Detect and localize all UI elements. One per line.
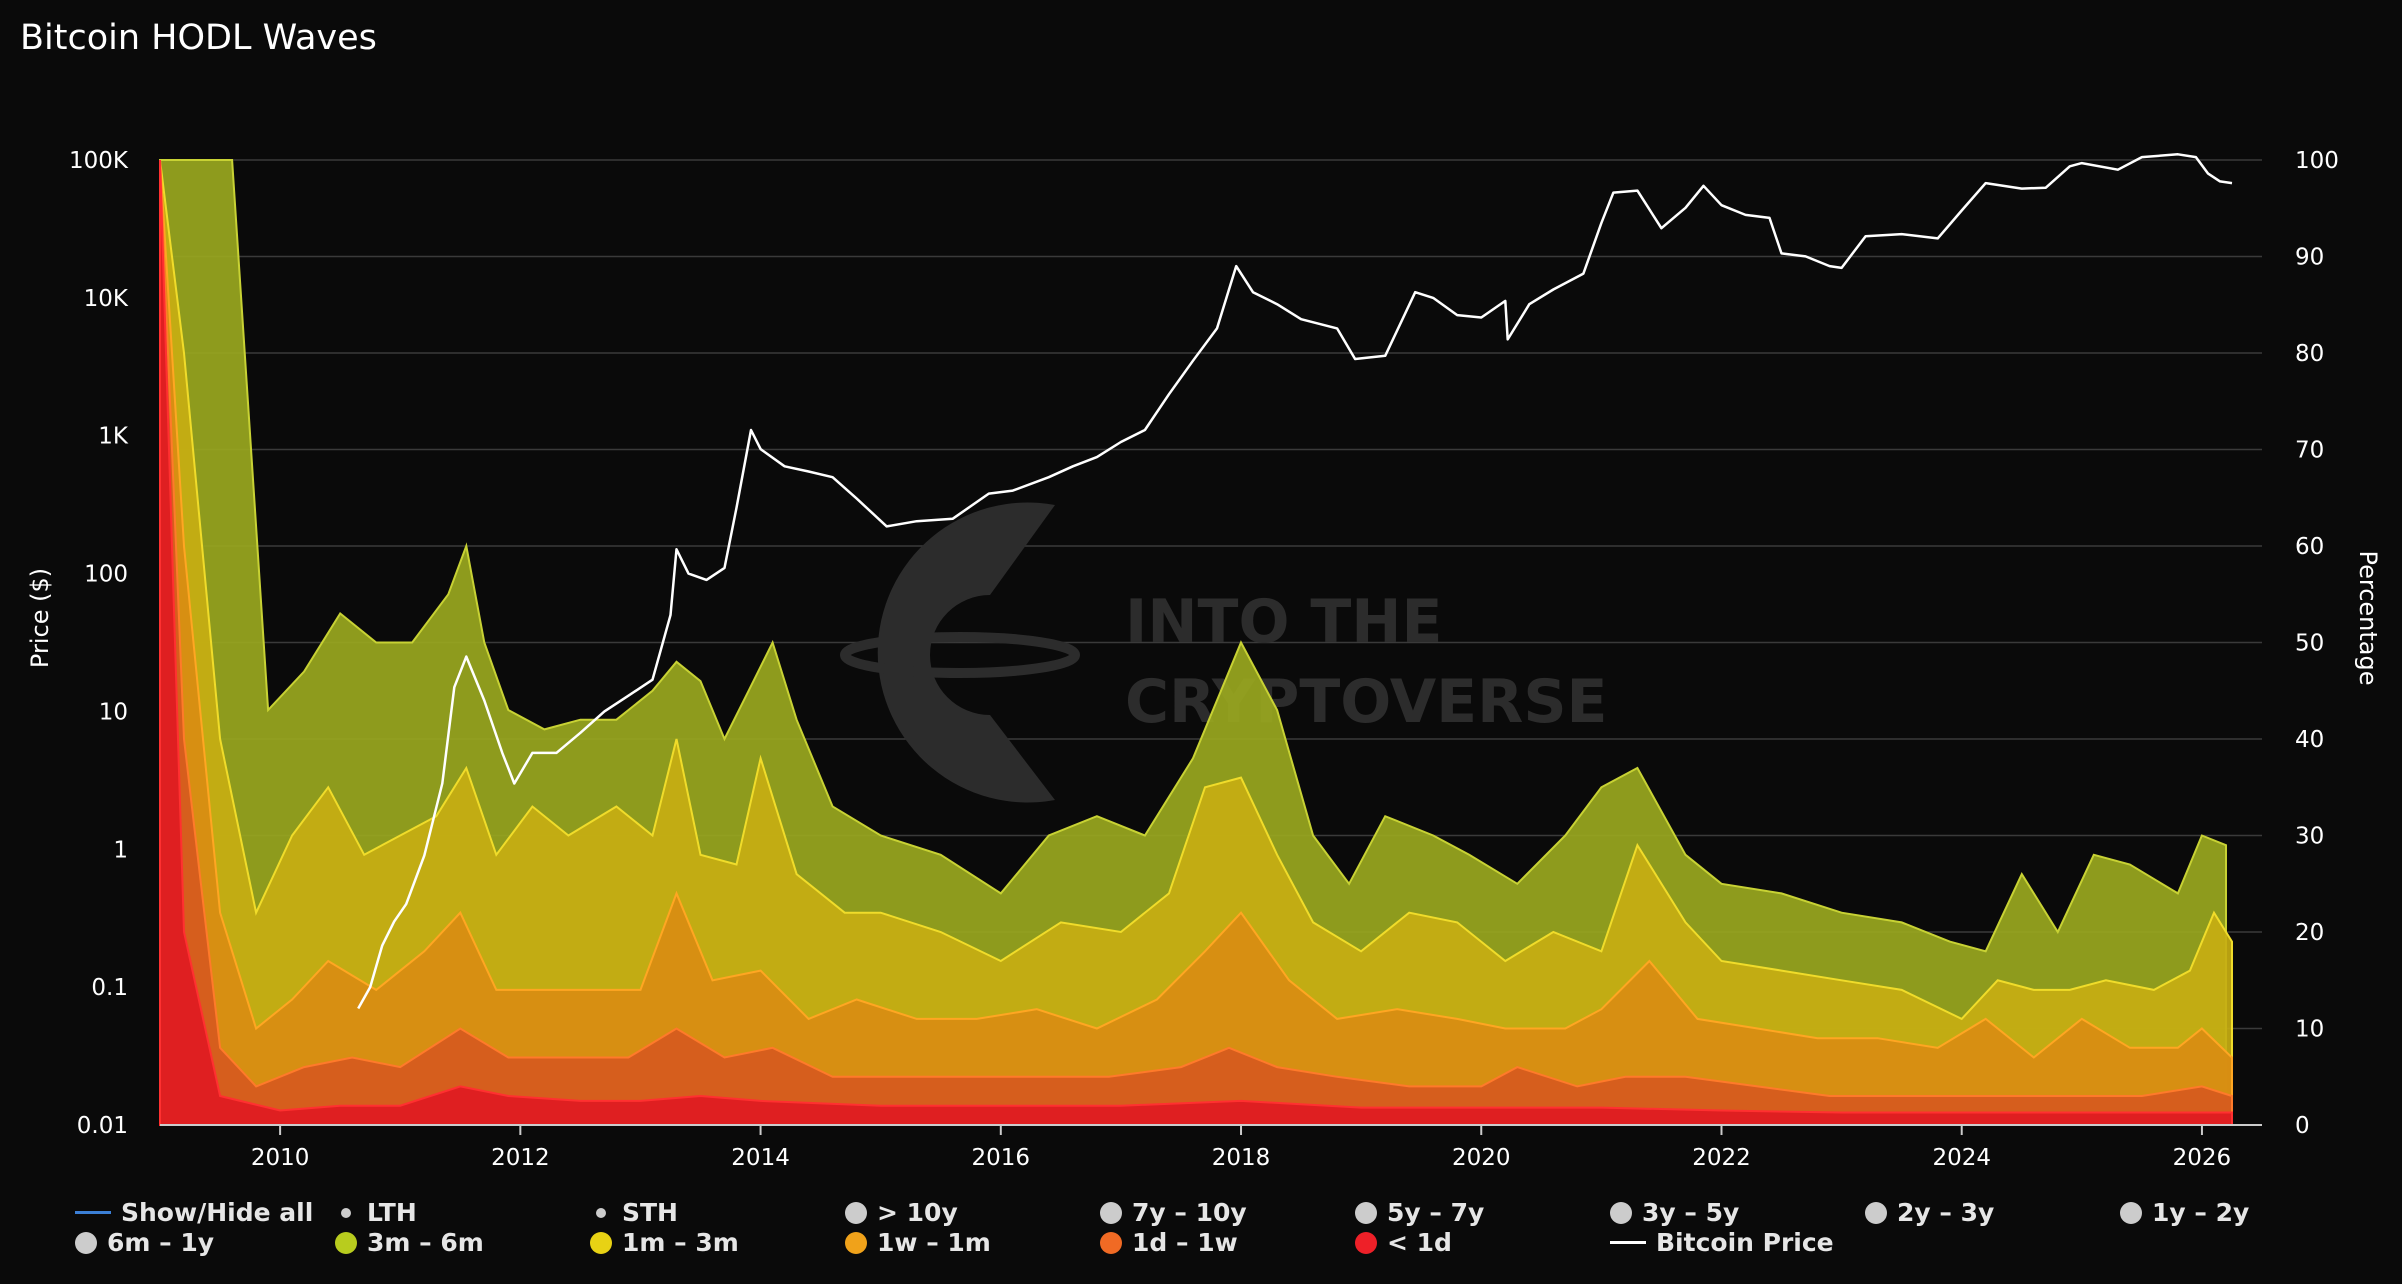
x-tick-label: 2016 (972, 1145, 1031, 1171)
watermark: INTO THE CRYPTOVERSE (840, 502, 1608, 803)
axes: 2010 2012 2014 2016 2018 2020 2022 2024 20260.01… (69, 148, 2339, 1171)
left-axis-title: Price ($) (26, 568, 54, 668)
legend-item-sth[interactable]: STH (590, 1198, 678, 1227)
x-tick-label: 2010 (251, 1145, 310, 1171)
legend-label: < 1d (1387, 1228, 1452, 1257)
x-tick-label: 2024 (1932, 1145, 1991, 1171)
legend-item-1d[interactable]: < 1d (1355, 1228, 1452, 1257)
price-series (357, 153, 2233, 1010)
right-tick-label: 80 (2295, 341, 2324, 367)
x-tick-label: 2014 (731, 1145, 790, 1171)
right-tick-label: 100 (2295, 148, 2339, 174)
legend-item-3y-5y[interactable]: 3y – 5y (1610, 1198, 1739, 1227)
bands (159, 159, 2233, 1126)
legend-label: LTH (367, 1198, 417, 1227)
right-tick-label: 50 (2295, 631, 2324, 657)
chart-title: Bitcoin HODL Waves (20, 18, 377, 58)
legend-label: Show/Hide all (121, 1198, 314, 1227)
legend-label: 1d – 1w (1132, 1228, 1238, 1257)
x-tick-label: 2026 (2173, 1145, 2232, 1171)
legend-dot-icon (1355, 1201, 1377, 1224)
legend-item-7y-10y[interactable]: 7y – 10y (1100, 1198, 1247, 1227)
legend-label: 3m – 6m (367, 1228, 484, 1257)
legend-dot-icon (1100, 1201, 1122, 1224)
legend-item-6m-1y[interactable]: 6m – 1y (75, 1228, 214, 1257)
right-axis-title: Percentage (2354, 550, 2382, 685)
legend-dot-icon (845, 1231, 867, 1254)
legend-label: 5y – 7y (1387, 1198, 1485, 1227)
legend-item-5y-7y[interactable]: 5y – 7y (1355, 1198, 1484, 1227)
legend-dot-icon (1865, 1201, 1887, 1224)
legend-label: 6m – 1y (107, 1228, 215, 1257)
legend-item-2y-3y[interactable]: 2y – 3y (1865, 1198, 1994, 1227)
chart-svg: INTO THE CRYPTOVERSE 2010 2012 2014 2016 201… (26, 148, 2382, 1171)
legend-label: 1y – 2y (2152, 1198, 2250, 1227)
legend-dot-icon (2120, 1201, 2142, 1224)
legend-label: 3y – 5y (1642, 1198, 1740, 1227)
legend-line-icon (1610, 1241, 1646, 1244)
legend-label: 1w – 1m (877, 1228, 991, 1257)
band-1w-1m (159, 159, 2233, 1126)
right-tick-label: 10 (2295, 1017, 2324, 1043)
legend-dot-icon (341, 1207, 351, 1218)
left-tick-label: 100 (84, 562, 128, 588)
x-tick-label: 2018 (1212, 1145, 1271, 1171)
legend-dot-icon (75, 1231, 97, 1254)
right-tick-label: 40 (2295, 727, 2324, 753)
legend-item-show-hide-all[interactable]: Show/Hide all (75, 1198, 313, 1227)
legend-item-1m-3m[interactable]: 1m – 3m (590, 1228, 739, 1257)
left-tick-label: 1K (98, 424, 129, 450)
legend-item-10y[interactable]: > 10y (845, 1198, 958, 1227)
right-tick-label: 0 (2295, 1113, 2310, 1139)
legend-dot-icon (335, 1231, 357, 1254)
right-tick-label: 70 (2295, 438, 2324, 464)
left-tick-label: 10 (99, 699, 128, 725)
right-tick-label: 90 (2295, 245, 2324, 271)
right-tick-label: 20 (2295, 920, 2324, 946)
legend-label: > 10y (877, 1198, 958, 1227)
left-tick-label: 100K (69, 148, 129, 174)
left-tick-label: 0.1 (91, 975, 128, 1001)
legend-item-1d-1w[interactable]: 1d – 1w (1100, 1228, 1238, 1257)
legend-label: 7y – 10y (1132, 1198, 1247, 1227)
legend-item-3m-6m[interactable]: 3m – 6m (335, 1228, 484, 1257)
legend-line-icon (75, 1211, 111, 1214)
right-tick-label: 60 (2295, 534, 2324, 560)
right-tick-label: 30 (2295, 824, 2324, 850)
x-tick-label: 2022 (1692, 1145, 1751, 1171)
legend-dot-icon (596, 1207, 606, 1218)
legend-dot-icon (1610, 1201, 1632, 1224)
legend-label: 1m – 3m (622, 1228, 739, 1257)
watermark-line2: CRYPTOVERSE (1125, 667, 1608, 737)
legend-item-bitcoin-price[interactable]: Bitcoin Price (1610, 1228, 1834, 1257)
legend: Show/Hide all LTH STH > 10y 7y – 10y 5y – 7y 3… (0, 1198, 2402, 1278)
legend-dot-icon (590, 1231, 612, 1254)
legend-label: 2y – 3y (1897, 1198, 1995, 1227)
left-tick-label: 10K (84, 286, 129, 312)
legend-item-1w-1m[interactable]: 1w – 1m (845, 1228, 991, 1257)
watermark-logo-icon (877, 502, 1055, 803)
band-1m-3m (159, 159, 2233, 1126)
legend-label: Bitcoin Price (1656, 1228, 1834, 1257)
watermark-line1: INTO THE (1125, 587, 1443, 657)
legend-dot-icon (845, 1201, 867, 1224)
band--1d (159, 159, 2233, 1126)
legend-label: STH (622, 1198, 678, 1227)
legend-dot-icon (1100, 1231, 1122, 1254)
band-1d-1w (159, 159, 2233, 1126)
left-tick-label: 0.01 (77, 1113, 128, 1139)
legend-item-1y-2y[interactable]: 1y – 2y (2120, 1198, 2249, 1227)
legend-item-lth[interactable]: LTH (335, 1198, 417, 1227)
legend-dot-icon (1355, 1231, 1377, 1254)
x-tick-label: 2012 (491, 1145, 550, 1171)
bitcoin-price-line (357, 153, 2233, 1010)
left-tick-label: 1 (113, 837, 128, 863)
x-tick-label: 2020 (1452, 1145, 1511, 1171)
watermark-ring-icon (840, 632, 1080, 678)
